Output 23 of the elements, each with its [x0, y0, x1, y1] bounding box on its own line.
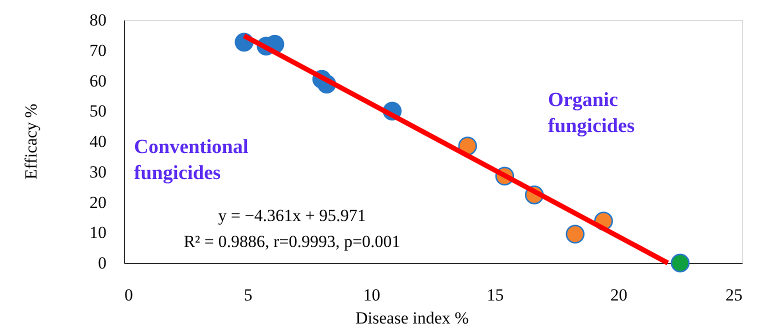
y-axis-title: Efficacy %	[22, 104, 40, 180]
y-tick-label: 50	[90, 102, 106, 121]
y-tick-label: 10	[90, 223, 106, 242]
y-tick-label: 0	[98, 254, 106, 272]
y-tick-label: 70	[90, 40, 106, 60]
x-tick-label: 10	[363, 286, 380, 304]
x-tick-label: 15	[486, 286, 504, 304]
annotation: Organic fungicides	[548, 89, 635, 137]
annotation: Conventional fungicides	[134, 136, 249, 184]
x-tick-label: 5	[244, 286, 252, 304]
x-tick-label: 20	[610, 286, 628, 304]
y-tick-label: 60	[90, 71, 106, 90]
point	[566, 224, 585, 244]
x-tick-label: 0	[124, 286, 133, 304]
point	[670, 254, 690, 272]
annotation: y = −4.361x + 95.971	[218, 206, 366, 225]
annotation: R² = 0.9886, r=0.9993, p=0.001	[184, 232, 400, 251]
x-axis-title: Disease index %	[356, 308, 469, 328]
y-tick-label: 20	[90, 192, 106, 212]
x-tick-label: 25	[726, 286, 742, 304]
y-tick-label: 30	[90, 162, 106, 182]
y-tick-label: 80	[90, 10, 106, 30]
y-tick-label: 40	[90, 132, 106, 151]
